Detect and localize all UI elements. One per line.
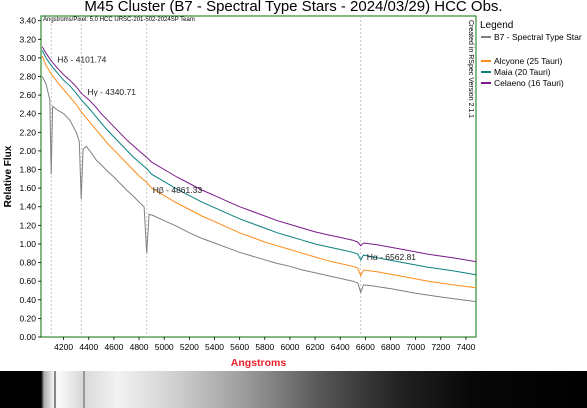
x-tick-label: 5400: [205, 342, 224, 352]
y-tick-label: 0.20: [19, 313, 36, 323]
legend-item: Maia (20 Tauri): [494, 67, 551, 77]
y-tick-label: 0.80: [19, 258, 36, 268]
y-tick-label: 0.40: [19, 295, 36, 305]
x-tick-label: 7000: [406, 342, 425, 352]
x-tick-label: 6000: [280, 342, 299, 352]
x-tick-label: 5200: [180, 342, 199, 352]
x-tick-label: 5000: [155, 342, 174, 352]
spectrum-chart: Angstroms/Pixel: 5.0 HCC URSC-201-502-20…: [3, 15, 582, 369]
y-tick-label: 2.00: [19, 146, 36, 156]
x-tick-label: 6400: [331, 342, 350, 352]
x-tick-label: 4800: [130, 342, 149, 352]
chart-subtitle: Angstroms/Pixel: 5.0 HCC URSC-201-502-20…: [43, 17, 195, 23]
y-tick-label: 3.40: [19, 16, 36, 26]
y-tick-label: 3.20: [19, 34, 36, 44]
side-label: Created in RSpec Version 2.1.1: [467, 20, 474, 118]
x-tick-label: 5800: [255, 342, 274, 352]
annotation-label: Hα - 6562.81: [367, 252, 417, 262]
legend-item: Celaeno (16 Tauri): [494, 78, 564, 88]
x-axis-label: Angstroms: [231, 357, 287, 369]
y-tick-label: 1.40: [19, 202, 36, 212]
x-tick-label: 5600: [230, 342, 249, 352]
legend-item: Alcyone (25 Tauri): [494, 56, 563, 66]
y-tick-label: 2.40: [19, 109, 36, 119]
x-tick-label: 7400: [456, 342, 475, 352]
annotation-label: Hδ - 4101.74: [57, 55, 106, 65]
x-tick-label: 4200: [54, 342, 73, 352]
y-tick-label: 1.00: [19, 239, 36, 249]
annotation-label: Hγ - 4340.71: [87, 87, 136, 97]
y-axis-label: Relative Flux: [3, 145, 14, 207]
y-tick-label: 3.00: [19, 53, 36, 63]
y-tick-label: 1.80: [19, 165, 36, 175]
y-tick-label: 0.60: [19, 276, 36, 286]
x-tick-label: 6800: [381, 342, 400, 352]
annotation-label: Hβ - 4861.33: [153, 185, 203, 195]
legend-title: Legend: [480, 20, 513, 31]
y-tick-label: 1.20: [19, 220, 36, 230]
y-tick-label: 2.80: [19, 71, 36, 81]
x-tick-label: 7200: [431, 342, 450, 352]
x-tick-label: 4600: [104, 342, 123, 352]
y-tick-label: 2.60: [19, 90, 36, 100]
legend-item: B7 - Spectral Type Star: [494, 32, 582, 42]
y-tick-label: 0.00: [19, 332, 36, 342]
series-line: [41, 55, 477, 289]
x-tick-label: 4400: [79, 342, 98, 352]
chart-title: M45 Cluster (B7 - Spectral Type Stars - …: [84, 0, 503, 15]
y-tick-label: 2.20: [19, 127, 36, 137]
x-tick-label: 6200: [306, 342, 325, 352]
y-tick-label: 1.60: [19, 183, 36, 193]
series-line: [41, 76, 477, 303]
x-tick-label: 6600: [356, 342, 375, 352]
series-line: [41, 50, 477, 276]
spectrum-strip: [0, 371, 587, 408]
series-line: [41, 46, 477, 263]
